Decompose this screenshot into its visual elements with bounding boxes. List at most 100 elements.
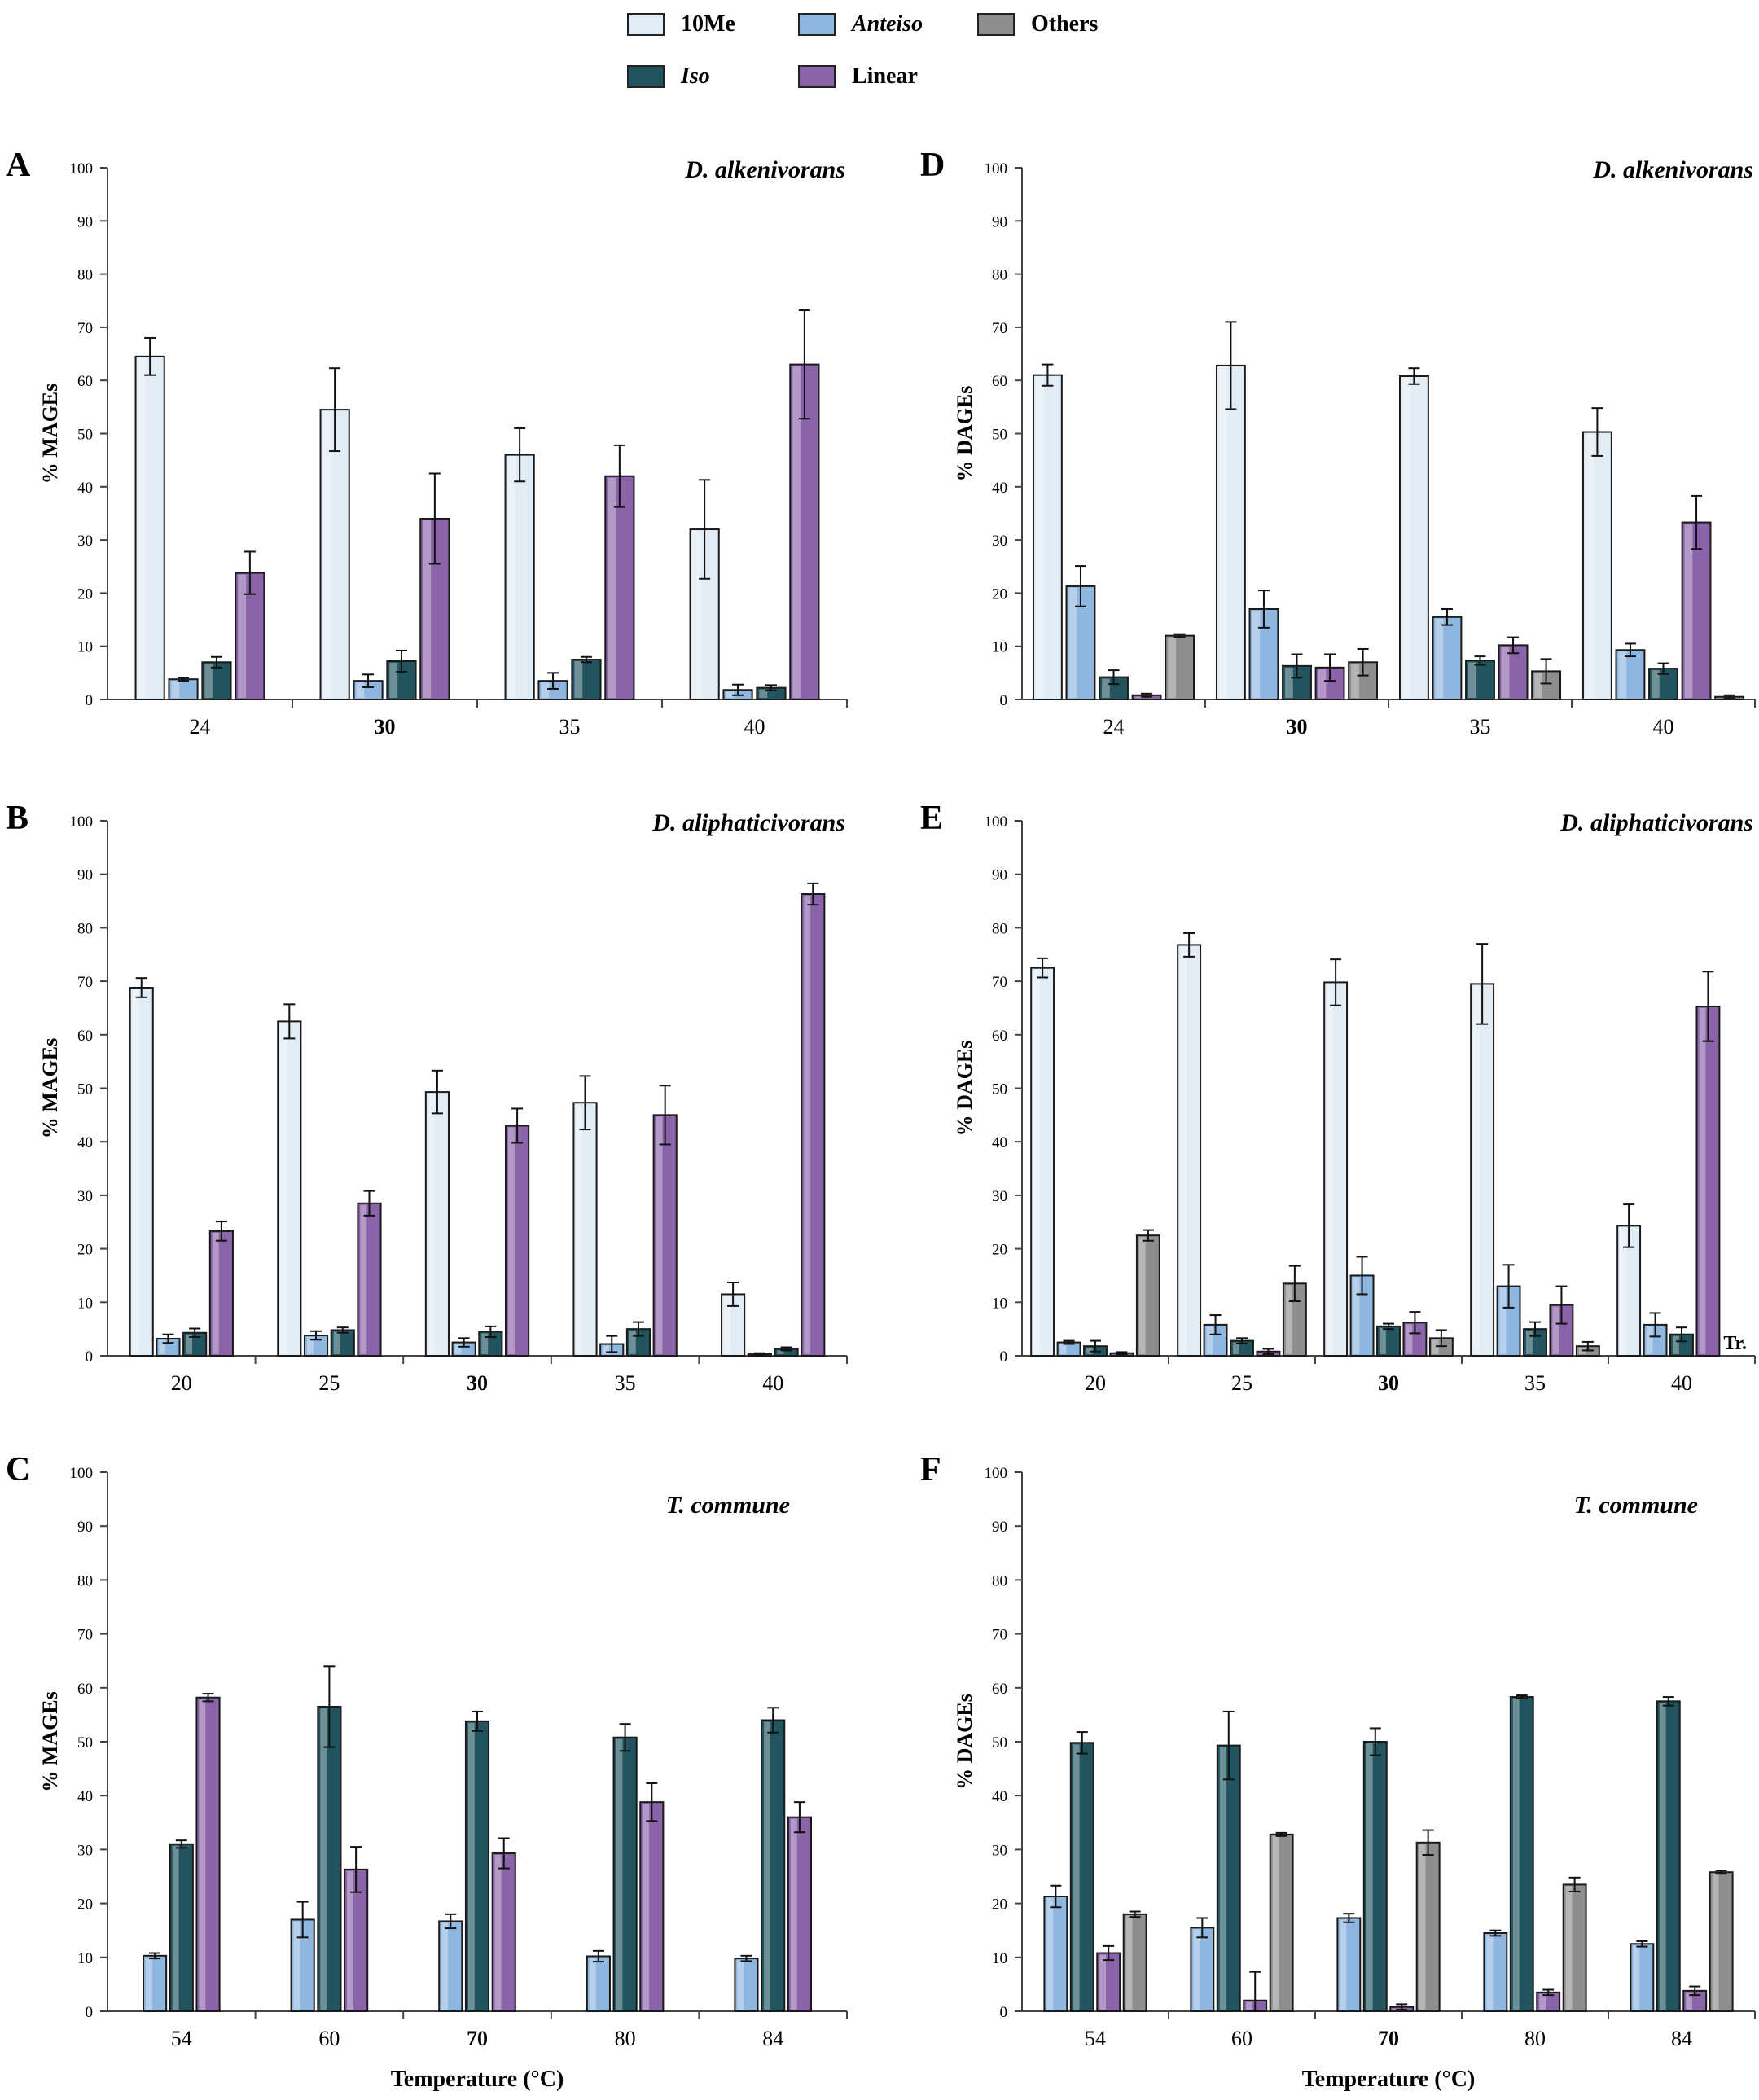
bar-c-anteiso-54 [143,1954,168,2012]
bar-sheen [1585,433,1594,698]
y-tick-label: 30 [992,1842,1007,1859]
bar-f-iso-80 [1509,1696,1534,2012]
bar-sheen [212,1232,219,1354]
legend-label-10me: 10Me [681,11,735,37]
bar-sheen [603,1345,610,1354]
bar-sheen [1168,637,1176,698]
bar-sheen [1646,1326,1653,1354]
bar-sheen [1180,946,1187,1354]
bar-sheen [360,1204,367,1354]
bar-sheen [1351,664,1359,698]
y-tick-label: 10 [992,1295,1007,1312]
bar-sheen [1512,1699,1520,2010]
legend-item-iso: Iso [627,64,710,90]
x-tick-label: 24 [190,715,211,739]
bar-sheen [1272,1835,1279,2010]
y-tick-label: 10 [77,1950,93,1967]
panel-f: F T. commune 0 10 20 30 40 50 60 70 80 90 100 % DAGEs… [920,1451,1756,2092]
bar-d-linear-35 [1498,644,1529,700]
bar-sheen [1486,1935,1494,2010]
bar-sheen [1073,1744,1080,2010]
x-tick-label: 40 [762,1371,783,1395]
chart-title: D. alkenivorans [684,156,845,183]
bar-sheen [1393,2008,1400,2010]
bar-sheen [1285,667,1293,698]
x-tick-label: 40 [1671,1371,1692,1395]
bar-sheen [737,1960,744,2010]
bar-sheen [204,664,213,698]
y-tick-label: 20 [992,1896,1007,1914]
legend-label-iso: Iso [681,64,710,89]
y-tick-label: 0 [86,2004,94,2021]
bar-sheen [629,1331,636,1354]
y-tick-label: 30 [77,1188,93,1205]
y-axis-label: % MAGEs [38,1691,62,1792]
bar-sheen [692,531,701,698]
bar-sheen [132,989,139,1354]
panel-letter: B [6,800,29,837]
chart-title: T. commune [666,1492,790,1519]
bar-sheen [1318,669,1327,698]
bar-sheen [322,411,331,698]
legend-label-anteiso: Anteiso [852,11,923,37]
bar-c-linear-60 [344,1868,369,2013]
y-tick-label: 100 [985,1465,1008,1482]
bar-sheen [1380,1327,1386,1354]
x-tick-label: 35 [1470,715,1491,739]
x-tick-label: 84 [762,2027,783,2050]
bar-sheen [146,1957,152,2010]
legend-swatch-others [977,13,1015,36]
bar-b-linear-25 [357,1202,382,1357]
bar-f-iso-70 [1362,1741,1388,2012]
bar-sheen [1353,1277,1360,1354]
bar-sheen [764,1721,771,2010]
bar-sheen [804,896,811,1354]
bar-sheen [428,1094,435,1354]
y-tick-label: 0 [86,692,94,709]
y-axis-label: % DAGEs [953,1041,976,1137]
bar-sheen [1684,524,1693,698]
bar-sheen [138,357,147,698]
bar-sheen [494,1855,502,2010]
x-tick-label: 80 [615,2027,636,2050]
y-tick-label: 100 [985,160,1008,178]
bar-e-iso-40 [1669,1333,1694,1357]
y-tick-label: 40 [992,1788,1007,1805]
bar-f-iso-60 [1216,1744,1241,2013]
panel-letter: D [920,147,945,184]
x-tick-label: 30 [1287,715,1308,739]
x-axis-label: Temperature (°C) [1302,2067,1476,2092]
x-tick-label: 60 [1231,2027,1252,2050]
x-tick-label: 30 [467,1371,488,1395]
y-tick-label: 30 [77,1842,93,1859]
y-tick-label: 90 [77,213,93,230]
bar-sheen [724,1296,730,1354]
legend-swatch-10me [627,13,665,36]
bar-sheen [1134,696,1143,698]
bar-sheen [589,1958,596,2010]
bar-a-10me-30 [319,409,350,700]
bar-sheen [1246,2001,1253,2010]
y-tick-label: 20 [77,1896,93,1914]
bar-sheen [306,1337,314,1354]
y-tick-label: 20 [992,585,1007,603]
bar-d-others-24 [1165,634,1195,701]
x-tick-label: 60 [318,2027,340,2050]
bar-sheen [1618,651,1627,698]
y-tick-label: 20 [77,585,93,603]
bar-e-10me-20 [1030,967,1055,1357]
y-tick-label: 70 [77,974,93,991]
bar-c-iso-70 [464,1720,490,2012]
y-tick-label: 30 [77,533,93,550]
y-tick-label: 0 [86,1348,94,1366]
bar-sheen [1565,1886,1573,2010]
bar-b-linear-20 [208,1230,234,1357]
bar-sheen [1652,670,1660,698]
bar-b-linear-30 [505,1125,530,1357]
x-tick-label: 25 [1231,1371,1252,1395]
bar-sheen [1435,618,1444,698]
y-tick-label: 60 [77,1028,93,1045]
bar-sheen [467,1722,475,2010]
y-tick-label: 80 [992,1572,1007,1589]
legend-swatch-iso [627,65,665,88]
